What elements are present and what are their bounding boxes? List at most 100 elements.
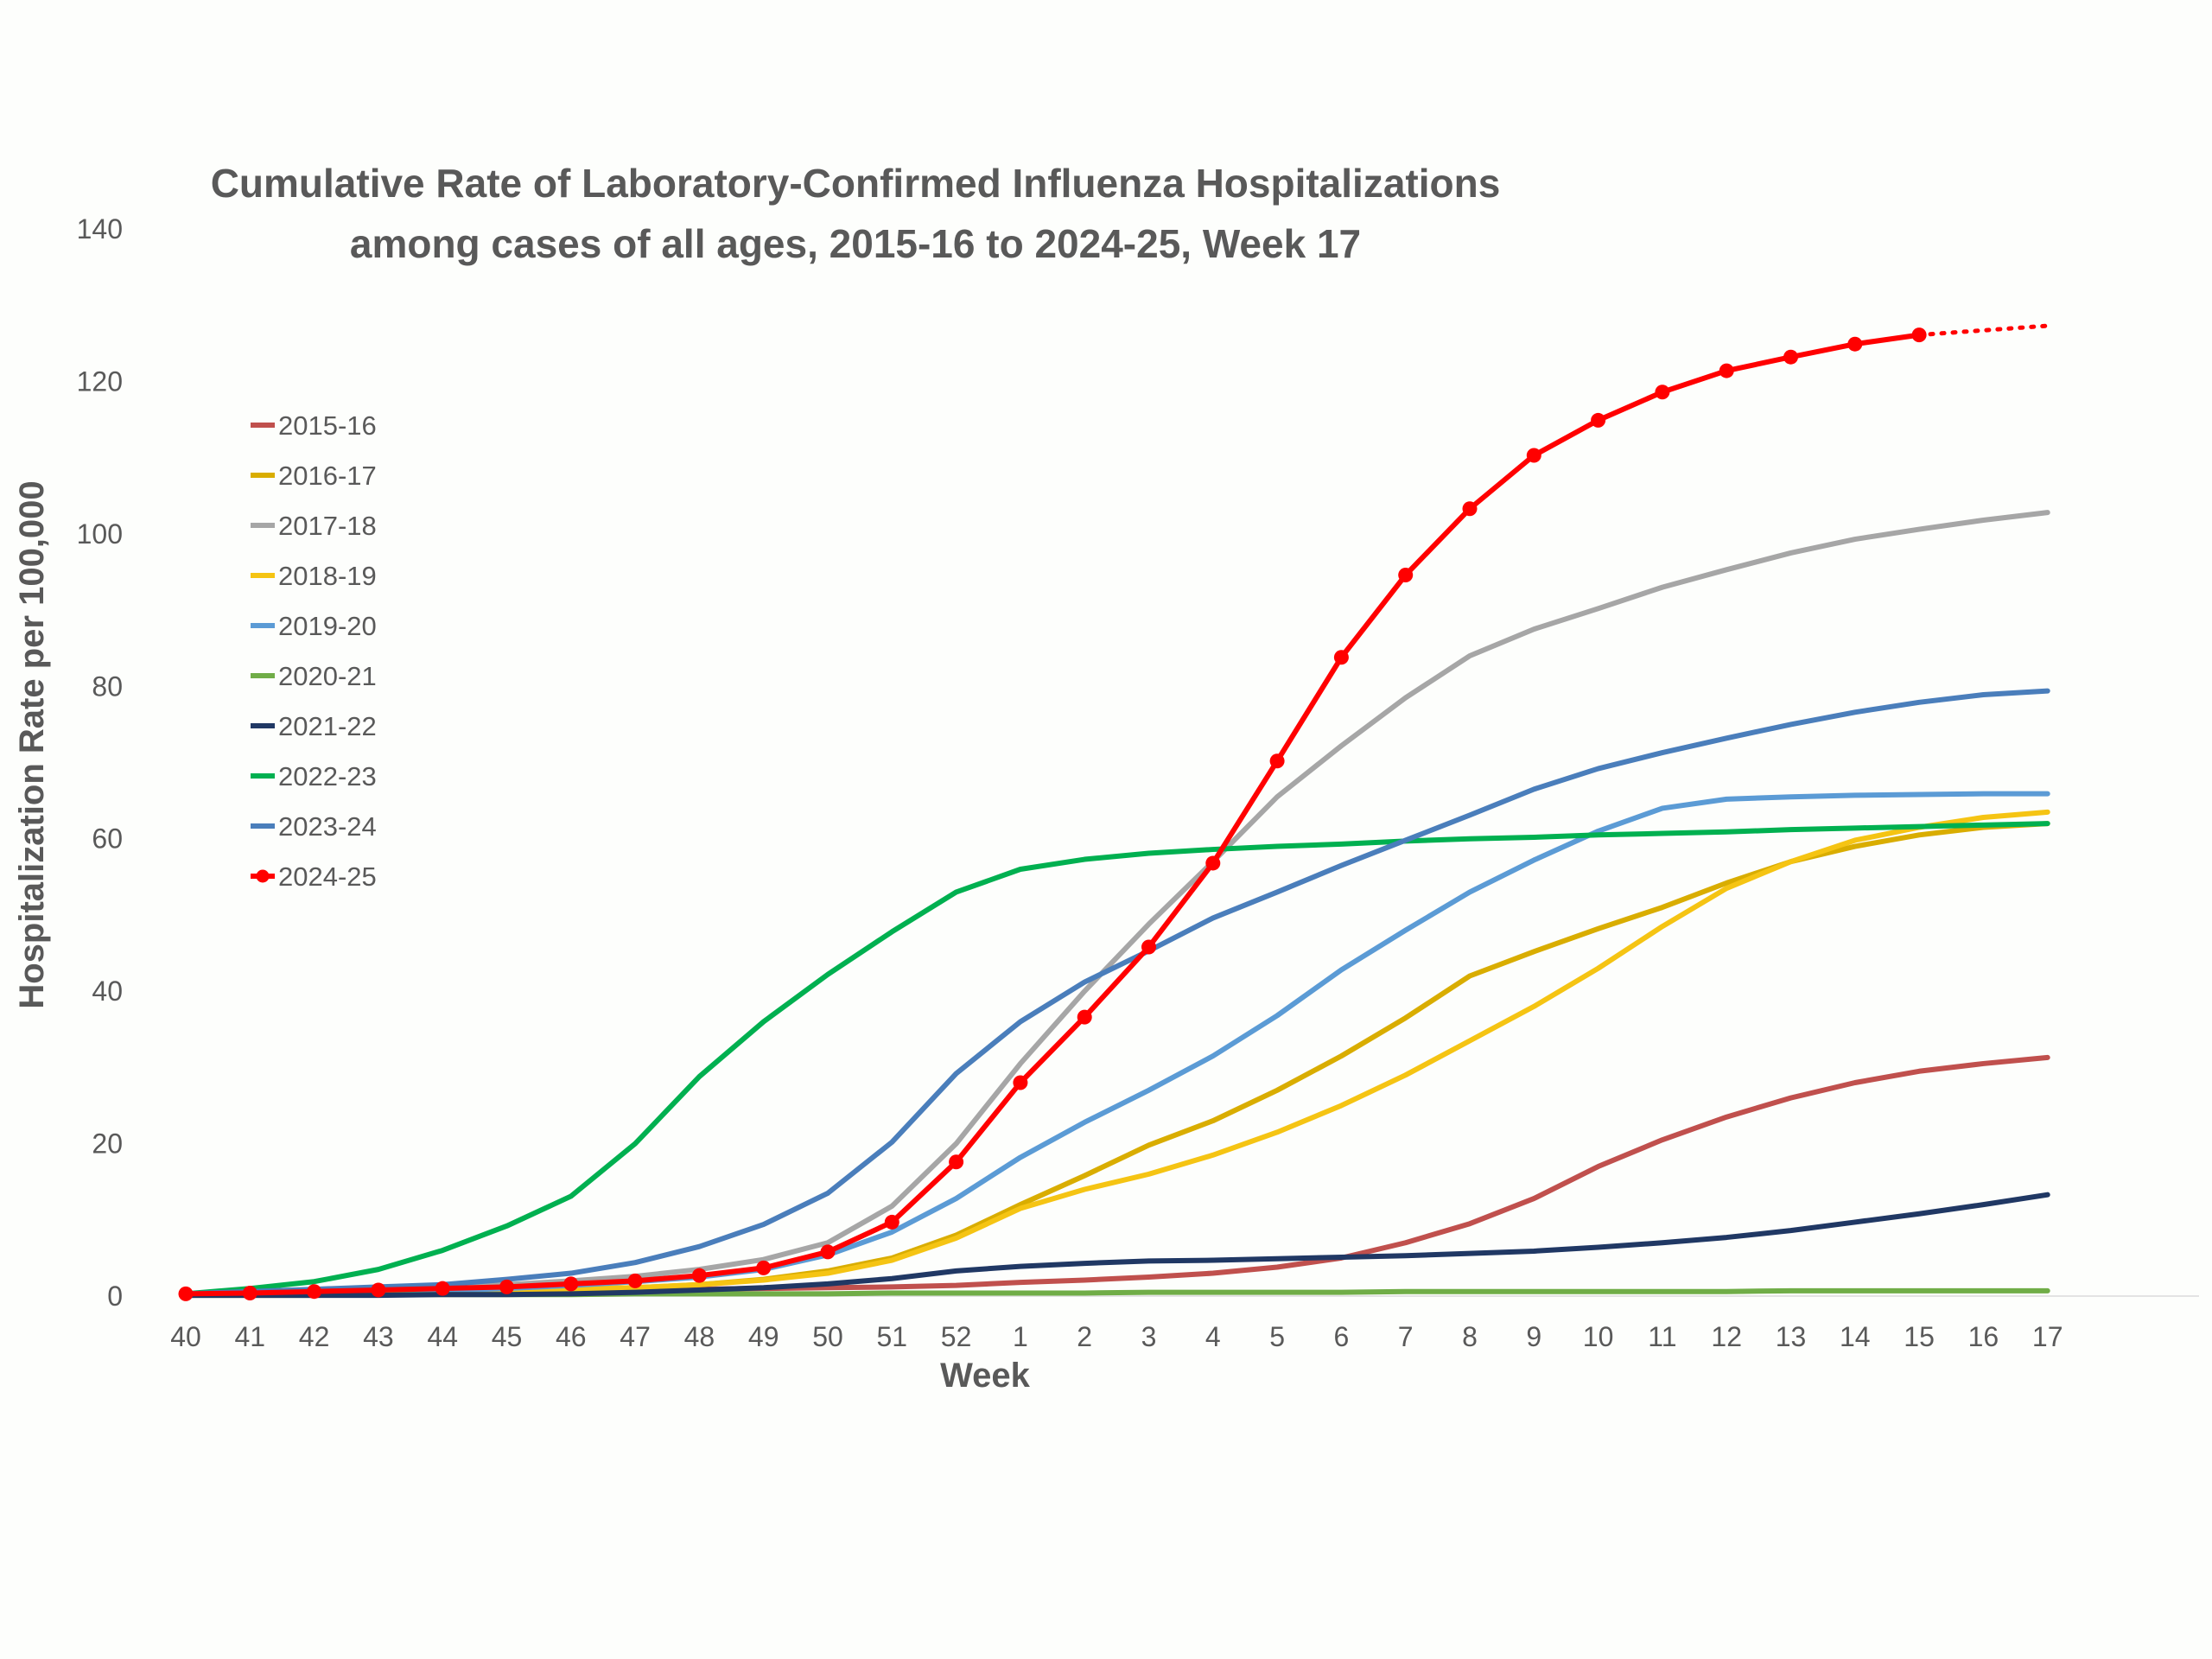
legend-item-2017-18: 2017-18 <box>251 511 377 541</box>
series-point-2024-25 <box>1398 567 1414 582</box>
series-point-2024-25 <box>756 1260 772 1275</box>
series-line-2023-24 <box>183 688 2050 1297</box>
y-tick-label: 40 <box>92 976 123 1007</box>
x-tick-label: 10 <box>1583 1321 1614 1352</box>
x-tick-label: 40 <box>170 1321 201 1352</box>
series-point-2024-25 <box>820 1244 836 1260</box>
series-2024-25 <box>178 323 2050 1301</box>
series-point-2024-25 <box>691 1268 707 1283</box>
series-point-2024-25 <box>1847 336 1863 352</box>
x-tick-label: 49 <box>748 1321 779 1352</box>
x-tick-label: 11 <box>1648 1321 1676 1352</box>
series-point-2024-25 <box>1526 448 1541 463</box>
x-tick-label: 52 <box>941 1321 972 1352</box>
series-point-2024-25 <box>1911 327 1927 343</box>
x-tick-label: 48 <box>684 1321 715 1352</box>
x-tick-label: 42 <box>299 1321 330 1352</box>
x-tick-labels: 40 41 42 43 44 45 46 47 48 49 50 51 52 1 2 3 4 5 6 7 8 9 10 11 1… <box>170 1321 2063 1352</box>
x-tick-label: 6 <box>1334 1321 1350 1352</box>
series-point-2024-25 <box>1013 1075 1028 1090</box>
legend-item-2016-17: 2016-17 <box>251 461 377 491</box>
legend-label: 2015-16 <box>278 410 377 441</box>
y-tick-label: 0 <box>107 1281 123 1312</box>
legend-item-2022-23: 2022-23 <box>251 761 377 791</box>
series-line-2021-22 <box>183 1192 2050 1299</box>
chart-title-line-1: Cumulative Rate of Laboratory-Confirmed … <box>211 161 1501 206</box>
legend-item-2024-25: 2024-25 <box>251 861 377 892</box>
series-point-2024-25 <box>1141 939 1156 955</box>
x-tick-label: 1 <box>1013 1321 1028 1352</box>
y-tick-label: 20 <box>92 1128 123 1160</box>
legend-item-2019-20: 2019-20 <box>251 611 377 641</box>
legend-label: 2023-24 <box>278 811 377 842</box>
series-line-2016-17 <box>183 821 2050 1299</box>
series-point-2024-25 <box>1719 363 1734 378</box>
x-tick-label: 14 <box>1840 1321 1871 1352</box>
series-point-2024-25 <box>371 1282 386 1298</box>
series-line-2024-25 <box>183 332 1923 1297</box>
x-tick-label: 2 <box>1077 1321 1092 1352</box>
legend-label: 2021-22 <box>278 711 377 741</box>
legend-label: 2016-17 <box>278 461 377 491</box>
series-point-2024-25 <box>435 1281 450 1296</box>
chart-title-line-2: among cases of all ages, 2015-16 to 2024… <box>350 221 1361 266</box>
x-tick-label: 41 <box>235 1321 266 1352</box>
x-tick-label: 9 <box>1526 1321 1541 1352</box>
series-2023-24 <box>183 688 2050 1297</box>
legend-label: 2020-21 <box>278 661 377 691</box>
legend-item-2021-22: 2021-22 <box>251 711 377 741</box>
series-2018-19 <box>183 809 2050 1299</box>
x-tick-label: 4 <box>1205 1321 1221 1352</box>
series-point-2024-25 <box>307 1284 322 1300</box>
legend-label: 2018-19 <box>278 561 377 591</box>
x-tick-label: 13 <box>1776 1321 1807 1352</box>
series-point-2024-25 <box>1333 650 1349 665</box>
x-tick-label: 17 <box>2032 1321 2063 1352</box>
legend-marker <box>256 869 270 883</box>
y-tick-label: 100 <box>77 518 123 550</box>
series-point-2024-25 <box>627 1273 643 1288</box>
series-point-2024-25 <box>178 1286 194 1301</box>
legend-label: 2017-18 <box>278 511 377 541</box>
y-axis-title: Hospitalization Rate per 100,000 <box>13 480 51 1008</box>
legend-label: 2024-25 <box>278 861 377 892</box>
series-2021-22 <box>183 1192 2050 1299</box>
x-tick-label: 47 <box>620 1321 651 1352</box>
series-projection-2024-25 <box>1916 323 2050 338</box>
x-tick-label: 12 <box>1711 1321 1742 1352</box>
series-point-2024-25 <box>949 1154 964 1170</box>
series-point-2024-25 <box>884 1214 899 1230</box>
series-2017-18 <box>183 510 2050 1298</box>
series-point-2024-25 <box>499 1279 514 1294</box>
legend-item-2020-21: 2020-21 <box>251 661 377 691</box>
series-point-2024-25 <box>1205 855 1221 871</box>
legend-label: 2022-23 <box>278 761 377 791</box>
series-line-2018-19 <box>183 809 2050 1299</box>
x-tick-label: 46 <box>556 1321 587 1352</box>
y-tick-label: 60 <box>92 823 123 855</box>
series-point-2024-25 <box>563 1276 579 1292</box>
legend-item-2023-24: 2023-24 <box>251 811 377 842</box>
x-tick-label: 43 <box>363 1321 394 1352</box>
series-point-2024-25 <box>242 1285 257 1300</box>
x-tick-label: 15 <box>1904 1321 1935 1352</box>
series-point-2024-25 <box>1655 385 1670 400</box>
series-2016-17 <box>183 821 2050 1299</box>
series-line-2022-23 <box>183 821 2050 1297</box>
x-axis-title: Week <box>940 1357 1031 1395</box>
x-tick-label: 51 <box>877 1321 908 1352</box>
y-tick-label: 120 <box>77 365 123 397</box>
series-line-2017-18 <box>183 510 2050 1298</box>
legend-label: 2019-20 <box>278 611 377 641</box>
x-tick-label: 16 <box>1968 1321 1999 1352</box>
x-tick-label: 44 <box>427 1321 458 1352</box>
x-tick-label: 3 <box>1141 1321 1157 1352</box>
x-tick-label: 7 <box>1398 1321 1414 1352</box>
x-tick-label: 8 <box>1462 1321 1478 1352</box>
y-tick-label: 140 <box>77 213 123 245</box>
legend: 2015-16 2016-17 2017-18 2018-19 2019-20 2020-… <box>251 410 377 892</box>
series-point-2024-25 <box>1462 501 1478 517</box>
x-tick-label: 45 <box>492 1321 523 1352</box>
legend-item-2018-19: 2018-19 <box>251 561 377 591</box>
